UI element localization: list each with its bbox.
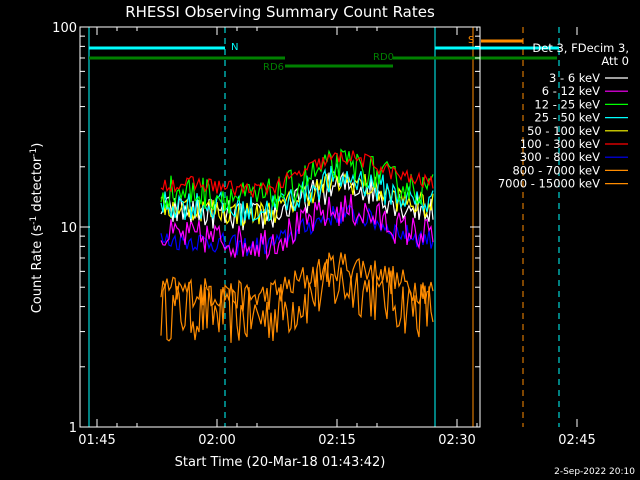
series-line	[160, 252, 434, 312]
night-bar-label: N	[231, 42, 238, 53]
series-line	[160, 194, 434, 261]
y-axis-label-part2: detector	[30, 156, 45, 216]
legend-label: 100 - 300 keV	[520, 137, 600, 151]
x-tick-label: 02:45	[558, 433, 595, 448]
chart-title: RHESSI Observing Summary Count Rates	[125, 3, 435, 21]
series-group	[160, 148, 434, 343]
legend-header-line1: Det 3, FDecim 3,	[532, 41, 629, 55]
y-axis: 1 10 100	[52, 21, 480, 436]
x-axis-label: Start Time (20-Mar-18 01:43:42)	[175, 455, 386, 470]
x-tick-label: 01:45	[78, 433, 115, 448]
y-axis-label-part1: Count Rate (s	[30, 225, 45, 314]
plot-markers	[88, 27, 560, 427]
x-tick-label: 02:00	[198, 433, 235, 448]
legend-label: 50 - 100 keV	[527, 124, 600, 138]
legend-header-line2: Att 0	[601, 54, 629, 68]
series-line	[160, 150, 434, 198]
y-axis-label-part3: )	[30, 143, 45, 148]
y-tick-label: 10	[60, 221, 77, 236]
legend-label: 300 - 800 keV	[520, 150, 600, 164]
x-tick-label: 02:15	[318, 433, 355, 448]
legend-label: 7000 - 15000 keV	[498, 177, 600, 191]
legend-label: 12 - 25 keV	[534, 97, 600, 111]
generated-timestamp: 2-Sep-2022 20:10	[554, 467, 635, 477]
series-line	[160, 258, 434, 343]
series-line	[160, 163, 434, 226]
legend-label: 3 - 6 keV	[549, 71, 600, 85]
plot-frame	[79, 26, 481, 428]
y-tick-label: 1	[69, 421, 77, 436]
y-tick-label: 100	[52, 21, 77, 36]
decimation-bar-label: RD0	[373, 52, 394, 63]
legend-label: 6 - 12 keV	[542, 84, 600, 98]
saa-bar-label: S	[468, 35, 474, 46]
y-axis-label-sup1: -1	[29, 216, 39, 225]
x-tick-label: 02:30	[438, 433, 475, 448]
legend-label: 25 - 50 keV	[534, 111, 600, 125]
y-axis-label: Count Rate (s-1 detector-1)	[29, 143, 45, 314]
flag-bars: N S RD6 RD0	[89, 35, 559, 73]
legend-label: 800 - 7000 keV	[512, 163, 600, 177]
decimation-bar-label: RD6	[263, 62, 284, 73]
y-axis-label-sup2: -1	[29, 148, 39, 157]
series-line	[160, 171, 434, 231]
